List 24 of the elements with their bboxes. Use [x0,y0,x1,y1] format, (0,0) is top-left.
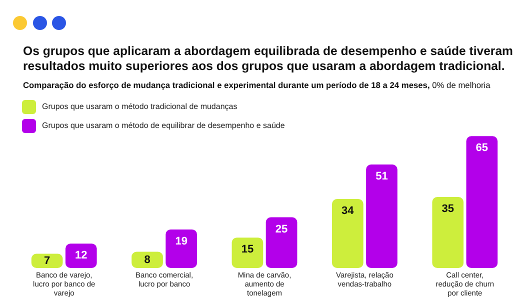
bar [31,254,63,268]
bar [232,238,264,268]
data-label: 19 [175,235,188,248]
bar [332,199,364,268]
legend-label: Grupos que usaram o método tradicional de mudanças [42,102,238,111]
legend-label: Grupos que usaram o método de equilibrar de desempenho e saúde [42,121,285,130]
data-label: 65 [476,142,488,154]
bar [366,164,398,268]
chart-subtitle: Comparação do esforço de mudança tradicional e experimental durante um período de 18 a 24 meses, 0% de melhoria [23,80,490,90]
data-label: 8 [144,254,150,266]
data-label: 35 [442,203,454,216]
bar [166,229,198,268]
data-label: 51 [376,170,388,183]
data-label: 12 [75,250,88,262]
chart-title: Os grupos que aplicaram a abordagem equilibrada de desempenho e saúde tiveram resultados muito superiores aos dos grupos que usaram a abordagem tradicional. [23,44,513,74]
data-label: 7 [44,254,50,267]
bar [432,197,464,268]
data-label: 15 [241,244,254,256]
bar [132,252,163,268]
bar [266,217,298,268]
data-label: 34 [342,205,355,218]
bar [65,244,97,268]
data-label: 25 [275,223,288,236]
bar [466,136,498,268]
